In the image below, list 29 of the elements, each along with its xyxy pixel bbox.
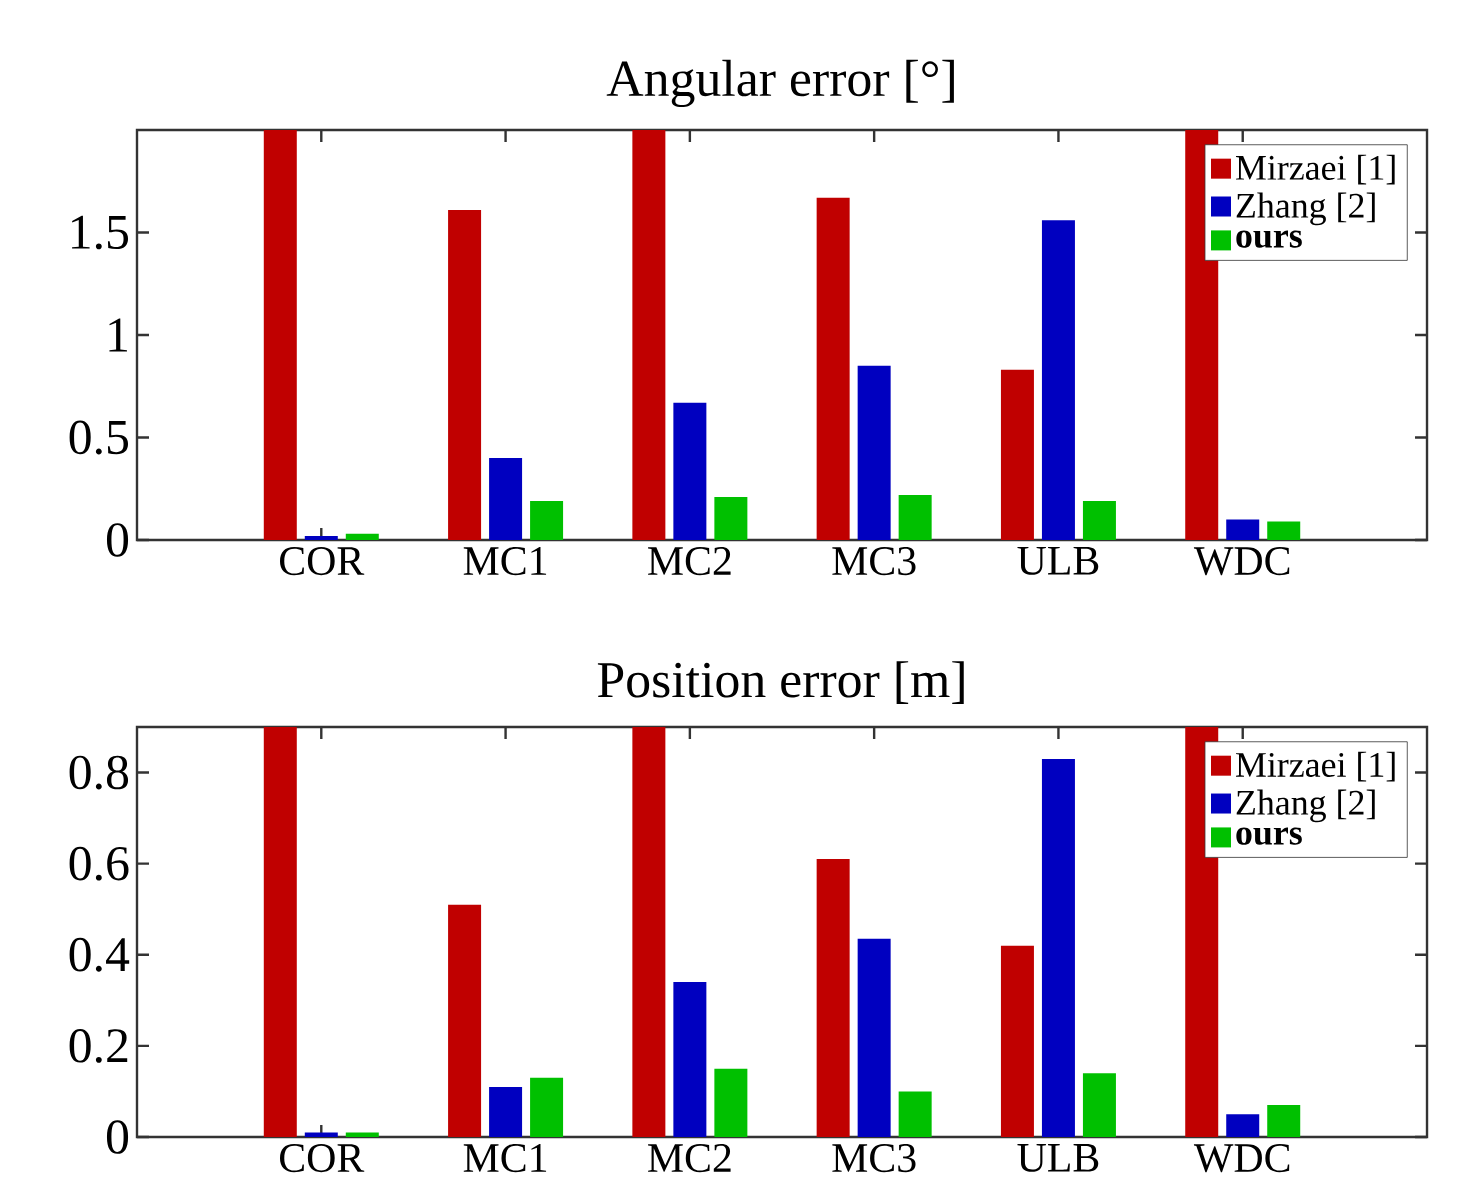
legend-label: Zhang [2] <box>1236 789 1375 823</box>
legend-label: Mirzaei [1] <box>1236 751 1395 782</box>
x-tick-label: WDC <box>1193 547 1290 576</box>
x-tick-label: MC2 <box>648 547 731 576</box>
x-tick-label: MC3 <box>832 1144 916 1173</box>
x-tick-label: COR <box>279 1144 365 1173</box>
legend-label: Mirzaei [1] <box>1236 154 1395 185</box>
y-tick-label: 1 <box>109 318 127 352</box>
y-tick-label: 0.8 <box>69 755 129 790</box>
x-tick-label: MC1 <box>463 547 547 576</box>
chart-title: Position error [m] <box>597 661 964 705</box>
x-tick-label: ULB <box>1017 547 1099 575</box>
legend-label: ours <box>1236 827 1302 845</box>
y-tick-label: 0 <box>106 523 129 557</box>
y-tick-label: 0.6 <box>69 846 129 881</box>
x-tick-label: MC1 <box>463 1144 547 1173</box>
y-tick-label: 0.5 <box>69 420 129 455</box>
y-tick-label: 1.5 <box>72 215 129 250</box>
y-tick-label: 0 <box>106 1120 129 1154</box>
legend-label: ours <box>1236 230 1302 248</box>
x-tick-label: MC3 <box>832 547 916 576</box>
x-tick-label: WDC <box>1193 1144 1290 1173</box>
legend-label: Zhang [2] <box>1236 192 1375 226</box>
y-tick-label: 0.4 <box>69 937 130 972</box>
chart-title: Angular error [°] <box>606 59 954 107</box>
y-tick-label: 0.2 <box>69 1028 128 1063</box>
x-tick-label: COR <box>279 547 365 576</box>
x-tick-label: MC2 <box>648 1144 731 1173</box>
x-tick-label: ULB <box>1017 1144 1099 1172</box>
